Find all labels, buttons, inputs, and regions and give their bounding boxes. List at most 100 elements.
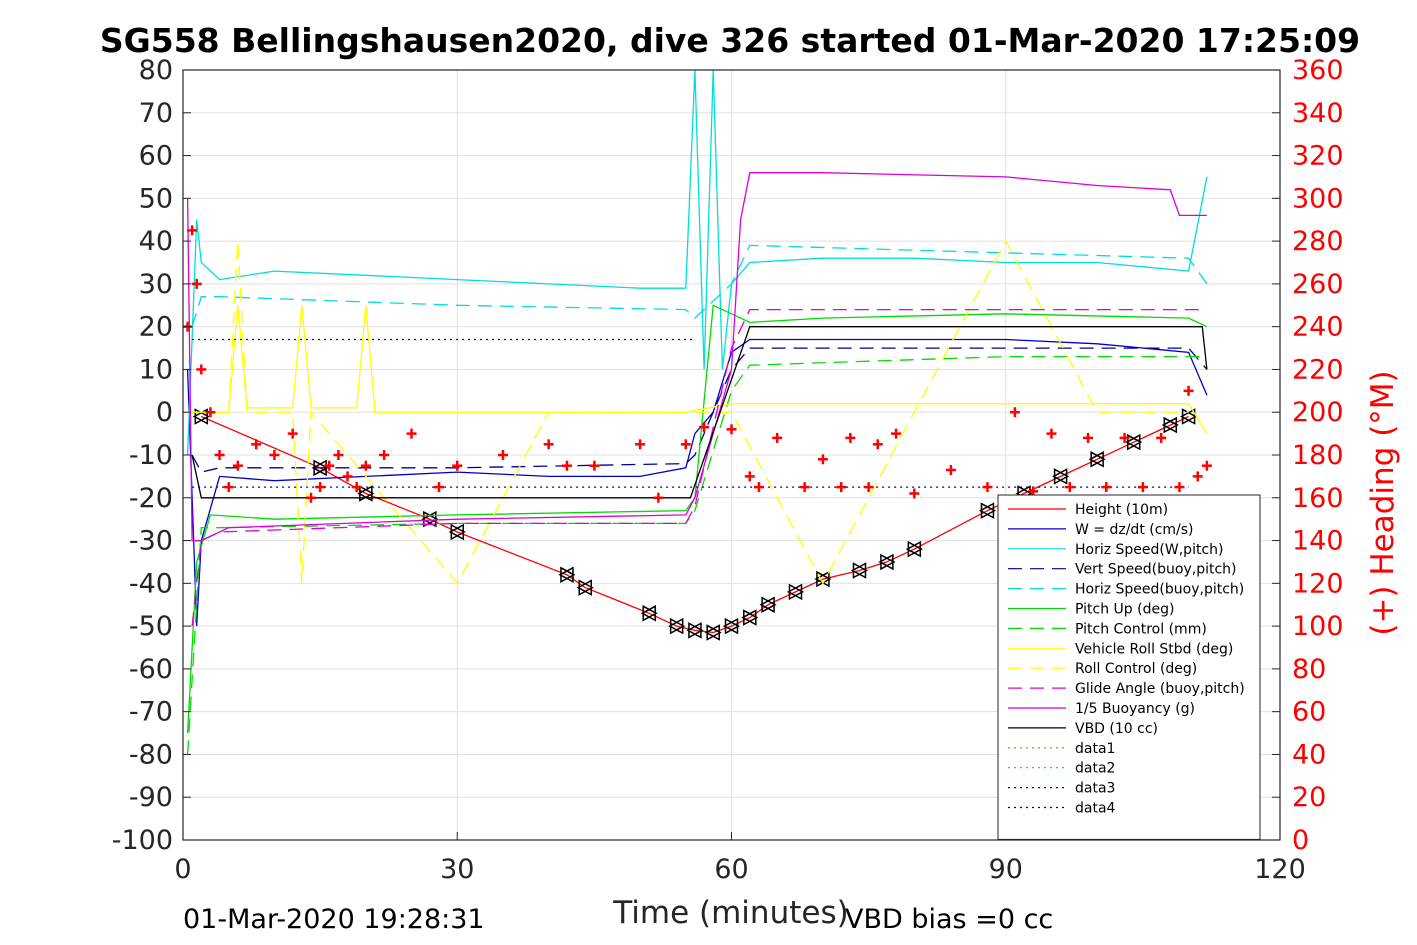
legend-entry: Vehicle Roll Stbd (deg) <box>1075 641 1233 657</box>
heading-point <box>1156 432 1167 443</box>
heading-point <box>891 428 902 439</box>
right-tick-label: 80 <box>1292 654 1326 685</box>
height-marker <box>759 596 775 613</box>
legend-entry: Glide Angle (buoy,pitch) <box>1075 681 1245 697</box>
legend-entry: 1/5 Buoyancy (g) <box>1075 701 1195 717</box>
heading-point <box>1192 471 1203 482</box>
right-tick-label: 20 <box>1292 782 1326 813</box>
bottom-axis-ticks: 0 30 60 90 120 <box>174 832 1306 885</box>
right-tick-label: 100 <box>1292 611 1344 642</box>
bottom-tick-label: 90 <box>989 854 1023 885</box>
left-tick-label: 80 <box>139 55 173 86</box>
height-marker <box>1052 468 1068 485</box>
right-axis-label: (+) Heading (°M) <box>1365 370 1401 635</box>
right-tick-label: 200 <box>1292 397 1344 428</box>
height-marker <box>905 540 922 558</box>
bottom-tick-label: 60 <box>714 854 748 885</box>
heading-point <box>543 439 554 450</box>
heading-point <box>196 364 207 375</box>
right-tick-label: 220 <box>1292 354 1344 385</box>
heading-point <box>1119 432 1130 443</box>
legend: Height (10m) W = dz/dt (cm/s) Horiz Speed(… <box>997 494 1261 840</box>
right-tick-label: 300 <box>1292 183 1344 214</box>
height-marker <box>786 583 803 601</box>
height-marker <box>357 485 373 502</box>
heading-point <box>945 464 956 475</box>
left-tick-label: 70 <box>139 98 173 129</box>
heading-point <box>726 424 737 435</box>
legend-entry: data3 <box>1075 781 1115 797</box>
height-marker <box>448 523 464 541</box>
right-tick-label: 0 <box>1292 825 1309 856</box>
heading-point <box>1101 482 1112 493</box>
right-tick-label: 160 <box>1292 483 1344 514</box>
heading-point <box>799 482 810 493</box>
legend-entry: Horiz Speed(W,pitch) <box>1075 542 1223 558</box>
height-marker <box>668 617 684 635</box>
heading-point <box>1064 482 1075 493</box>
left-axis-ticks: 80 70 60 50 40 30 20 10 0 -10 -20 -30 -40 -50 -60 -70 -8… <box>112 55 191 856</box>
series-line-1 <box>186 338 1208 627</box>
legend-entry: Horiz Speed(buoy,pitch) <box>1075 582 1244 598</box>
left-tick-label: 30 <box>139 269 173 300</box>
legend-entry: Height (10m) <box>1075 502 1168 518</box>
left-tick-label: 10 <box>139 354 173 385</box>
heading-point <box>287 428 298 439</box>
left-tick-label: -30 <box>129 526 173 557</box>
height-marker <box>722 617 739 635</box>
left-tick-label: -50 <box>129 611 173 642</box>
legend-entry: data2 <box>1075 761 1115 777</box>
left-tick-label: -60 <box>129 654 173 685</box>
right-tick-label: 140 <box>1292 526 1344 557</box>
heading-point <box>772 432 783 443</box>
height-marker <box>1161 416 1178 434</box>
heading-point <box>872 439 883 450</box>
legend-entry: Roll Control (deg) <box>1075 661 1197 677</box>
heading-point <box>982 482 993 493</box>
bottom-tick-label: 120 <box>1254 854 1306 885</box>
legend-entry: Vert Speed(buoy,pitch) <box>1075 562 1237 578</box>
heading-point <box>1174 482 1185 493</box>
left-tick-label: 20 <box>139 312 173 343</box>
heading-point <box>635 439 646 450</box>
heading-point <box>191 278 202 289</box>
right-tick-label: 60 <box>1292 697 1326 728</box>
heading-point <box>251 439 262 450</box>
heading-point <box>653 492 664 503</box>
height-marker <box>1180 408 1196 425</box>
heading-point <box>406 428 417 439</box>
right-axis-ticks: 3603403203002802602402202001801601401201… <box>1272 55 1344 856</box>
heading-point <box>836 482 847 493</box>
height-marker <box>1088 451 1104 468</box>
left-tick-label: 0 <box>156 397 173 428</box>
series-line-4 <box>191 244 1208 327</box>
height-marker <box>850 562 867 579</box>
heading-point <box>269 450 280 460</box>
heading-point <box>315 482 326 493</box>
series-line-11 <box>191 326 1208 499</box>
left-tick-label: 50 <box>139 183 173 214</box>
right-tick-label: 180 <box>1292 440 1344 471</box>
heading-layer <box>182 225 1212 503</box>
right-tick-label: 340 <box>1292 98 1344 129</box>
right-tick-label: 120 <box>1292 568 1344 599</box>
bottom-tick-label: 0 <box>174 854 191 885</box>
footer-vbd-bias: VBD bias =0 cc <box>845 904 1053 935</box>
heading-point <box>909 488 920 499</box>
heading-point <box>1201 460 1212 471</box>
height-marker <box>878 553 894 571</box>
left-tick-label: -100 <box>112 825 173 856</box>
height-marker <box>576 579 592 596</box>
heading-point <box>351 482 362 493</box>
heading-point <box>497 450 508 460</box>
right-tick-label: 360 <box>1292 55 1344 86</box>
heading-point <box>1046 428 1057 439</box>
height-marker <box>704 624 720 641</box>
heading-point <box>1137 482 1148 493</box>
heading-point <box>452 460 463 471</box>
heading-point <box>589 460 600 471</box>
left-tick-label: -20 <box>129 483 173 514</box>
right-tick-label: 40 <box>1292 739 1326 770</box>
height-marker <box>1125 433 1141 451</box>
legend-entry: VBD (10 cc) <box>1075 721 1158 737</box>
